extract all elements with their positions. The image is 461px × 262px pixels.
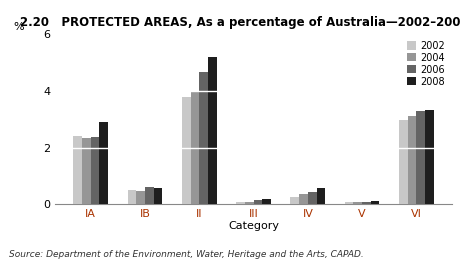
Bar	[290, 197, 299, 204]
Bar	[236, 202, 245, 204]
Bar	[262, 199, 271, 204]
Bar	[299, 194, 308, 204]
Legend: 2002, 2004, 2006, 2008: 2002, 2004, 2006, 2008	[405, 39, 447, 89]
Bar	[82, 138, 91, 204]
Bar	[399, 120, 408, 204]
Bar	[73, 136, 82, 204]
Bar	[317, 188, 325, 204]
Text: Source: Department of the Environment, Water, Heritage and the Arts, CAPAD.: Source: Department of the Environment, W…	[9, 250, 364, 259]
Bar	[91, 137, 100, 204]
Bar	[408, 116, 416, 204]
Bar	[308, 192, 317, 204]
Bar	[128, 190, 136, 204]
Bar	[362, 201, 371, 204]
Bar	[245, 202, 254, 204]
Bar	[182, 96, 190, 204]
Bar	[208, 57, 217, 204]
Bar	[145, 187, 154, 204]
Bar	[199, 72, 208, 204]
Bar	[100, 122, 108, 204]
Text: 2.20   PROTECTED AREAS, As a percentage of Australia—2002–2008: 2.20 PROTECTED AREAS, As a percentage of…	[20, 16, 461, 29]
X-axis label: Category: Category	[228, 221, 279, 231]
Bar	[254, 200, 262, 204]
Bar	[345, 201, 354, 204]
Bar	[190, 92, 199, 204]
Text: %: %	[13, 22, 24, 32]
Bar	[416, 111, 425, 204]
Bar	[154, 188, 162, 204]
Bar	[425, 110, 434, 204]
Bar	[136, 191, 145, 204]
Bar	[354, 201, 362, 204]
Bar	[371, 201, 379, 204]
